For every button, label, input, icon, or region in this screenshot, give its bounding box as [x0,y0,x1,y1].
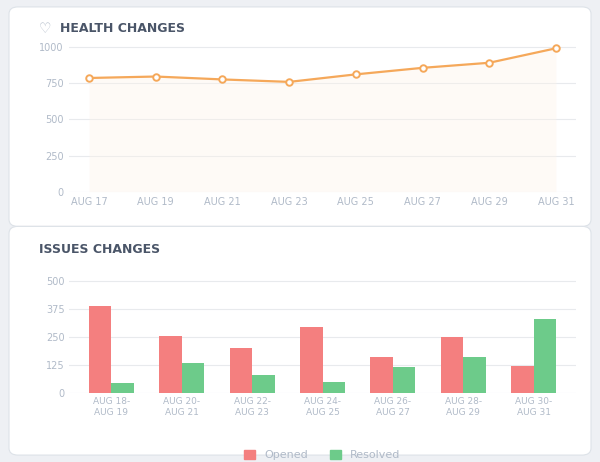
Legend: Opened, Resolved: Opened, Resolved [240,445,405,462]
Bar [463,357,486,393]
Text: HEALTH CHANGES: HEALTH CHANGES [60,22,185,35]
Point [151,73,161,80]
Point [484,59,494,67]
Point [218,76,227,83]
Bar [441,337,463,393]
Bar [300,327,323,393]
Bar [534,319,556,393]
Bar [393,367,415,393]
Bar [370,357,393,393]
Bar [159,336,182,393]
Bar [111,383,134,393]
Point [84,74,94,82]
Point [284,78,294,85]
Point [551,45,561,52]
Bar [230,348,252,393]
Text: ♡: ♡ [39,22,52,36]
Bar [252,375,275,393]
Point [418,64,427,72]
Text: ISSUES CHANGES: ISSUES CHANGES [39,243,160,255]
Bar [323,382,345,393]
Bar [511,366,534,393]
Bar [89,306,111,393]
Bar [182,363,204,393]
Point [351,71,361,78]
